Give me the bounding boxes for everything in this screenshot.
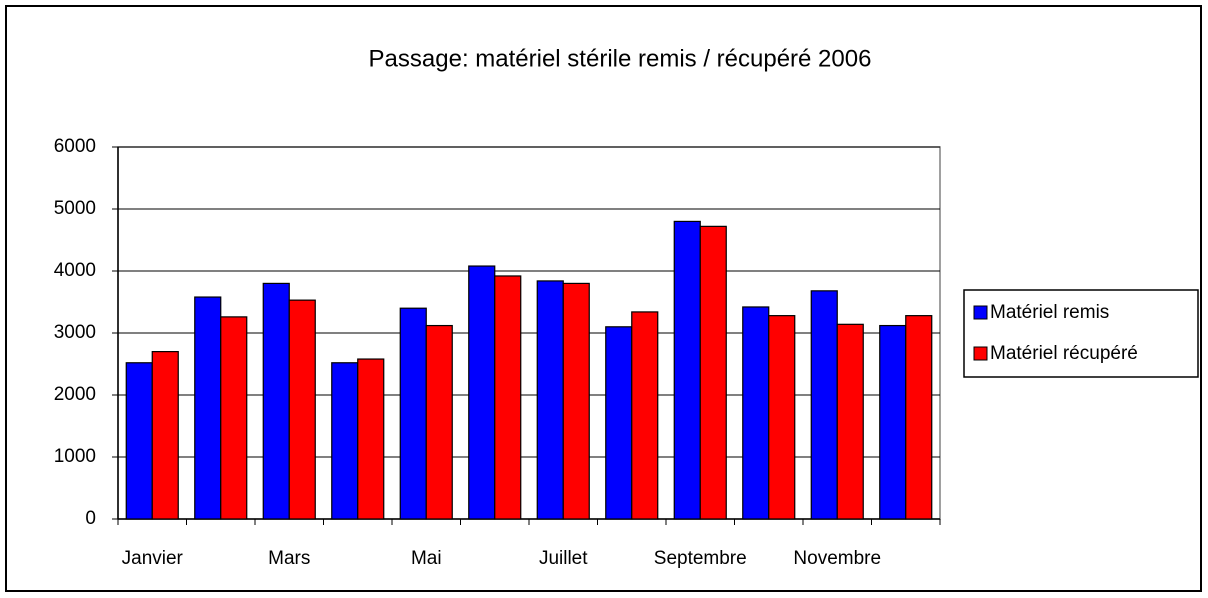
bar	[810, 290, 838, 520]
bar	[879, 324, 907, 520]
chart-title: Passage: matériel stérile remis / récupé…	[369, 45, 872, 72]
bar	[742, 306, 770, 520]
legend-label: Matériel récupéré	[990, 343, 1138, 364]
y-tick-label: 0	[85, 508, 96, 529]
bar	[262, 282, 290, 520]
y-tick-label: 1000	[54, 446, 96, 467]
y-tick-label: 6000	[54, 136, 96, 157]
y-tick-label: 2000	[54, 384, 96, 405]
y-tick-label: 3000	[54, 322, 96, 343]
y-tick-label: 5000	[54, 198, 96, 219]
bar	[905, 315, 933, 520]
bar	[468, 265, 496, 520]
legend-swatch	[973, 305, 988, 320]
bar	[631, 311, 659, 520]
bar	[220, 316, 248, 520]
bar	[288, 299, 316, 520]
legend-label: Matériel remis	[990, 302, 1109, 323]
bar	[536, 280, 564, 520]
legend	[963, 289, 1199, 378]
legend-swatch	[973, 346, 988, 361]
bar	[605, 326, 633, 520]
bar	[699, 225, 727, 520]
x-tick-label: Mai	[411, 548, 442, 569]
bar	[494, 275, 522, 520]
bar	[125, 362, 153, 520]
y-tick-label: 4000	[54, 260, 96, 281]
bar	[673, 220, 701, 520]
bar	[768, 315, 796, 520]
bar	[357, 358, 385, 520]
bar	[194, 296, 222, 520]
bar	[151, 351, 179, 520]
x-tick-label: Septembre	[654, 548, 747, 569]
x-tick-label: Mars	[268, 548, 310, 569]
bar	[331, 362, 359, 520]
x-tick-label: Juillet	[539, 548, 588, 569]
bar	[399, 307, 427, 520]
bar	[425, 324, 453, 520]
x-tick-label: Novembre	[793, 548, 881, 569]
x-tick-label: Janvier	[122, 548, 184, 569]
bar	[836, 323, 864, 520]
bar	[562, 282, 590, 520]
